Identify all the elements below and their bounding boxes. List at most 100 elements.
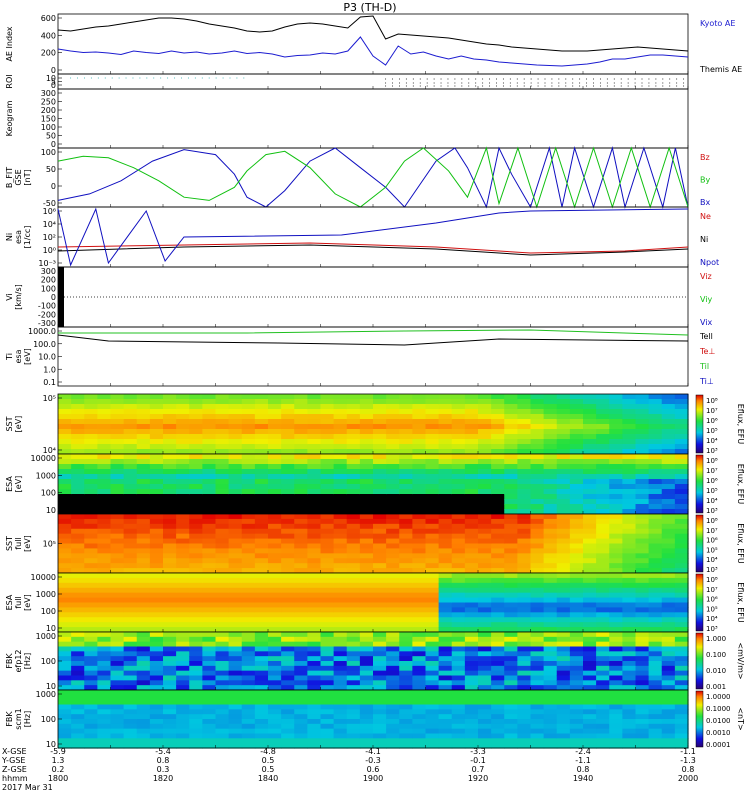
heatmap-cell bbox=[123, 454, 138, 460]
heatmap-cell bbox=[491, 617, 505, 623]
heatmap-cell bbox=[635, 607, 650, 613]
heatmap-cell bbox=[228, 538, 243, 545]
heatmap-cell bbox=[58, 592, 72, 599]
heatmap-cell bbox=[228, 587, 243, 594]
heatmap-cell bbox=[609, 553, 623, 559]
heatmap-cell bbox=[543, 612, 558, 618]
heatmap-cell bbox=[596, 469, 610, 475]
heatmap-cell bbox=[58, 719, 72, 725]
heatmap-cell bbox=[333, 592, 348, 599]
heatmap-cell bbox=[254, 474, 269, 480]
roi-dot bbox=[385, 82, 387, 84]
heatmap-cell bbox=[648, 690, 663, 696]
heatmap-cell bbox=[268, 548, 282, 554]
heatmap-cell bbox=[320, 670, 335, 677]
heatmap-cell bbox=[412, 404, 427, 410]
heatmap-cell bbox=[438, 538, 453, 545]
heatmap-cell bbox=[399, 439, 413, 445]
heatmap-cell bbox=[451, 733, 466, 739]
heatmap-cell bbox=[635, 733, 650, 739]
heatmap-cell bbox=[110, 484, 125, 490]
heatmap-cell bbox=[386, 558, 400, 564]
heatmap-cell bbox=[307, 434, 322, 440]
heatmap-cell bbox=[346, 474, 361, 480]
heatmap-cell bbox=[176, 528, 190, 535]
heatmap-cell bbox=[674, 419, 689, 425]
heatmap-cell bbox=[596, 723, 610, 730]
heatmap-cell bbox=[84, 558, 98, 564]
heatmap-cell bbox=[320, 632, 335, 638]
heatmap-cell bbox=[189, 733, 203, 739]
heatmap-cell bbox=[635, 444, 650, 450]
heatmap-cell bbox=[136, 499, 151, 505]
roi-dot bbox=[551, 85, 553, 87]
heatmap-cell bbox=[635, 714, 650, 720]
y-tick-label: 200 bbox=[41, 276, 56, 285]
heatmap-cell bbox=[97, 641, 112, 648]
heatmap-cell bbox=[622, 670, 637, 677]
heatmap-cell bbox=[110, 646, 125, 652]
heatmap-cell bbox=[661, 690, 676, 696]
heatmap-cell bbox=[491, 704, 505, 710]
heatmap-cell bbox=[333, 636, 348, 643]
heatmap-cell bbox=[596, 597, 610, 604]
heatmap-cell bbox=[661, 518, 676, 525]
heatmap-cell bbox=[97, 651, 112, 657]
heatmap-cell bbox=[268, 592, 282, 599]
heatmap-cell bbox=[674, 646, 689, 652]
heatmap-cell bbox=[71, 558, 85, 564]
heatmap-cell bbox=[320, 709, 335, 715]
heatmap-cell bbox=[215, 636, 230, 643]
heatmap-cell bbox=[530, 409, 545, 415]
heatmap-cell bbox=[163, 636, 177, 643]
heatmap-cell bbox=[451, 494, 466, 500]
heatmap-cell bbox=[241, 617, 256, 623]
heatmap-cell bbox=[464, 685, 479, 691]
colorbar-tick-label: 10⁵ bbox=[706, 546, 718, 554]
heatmap-cell bbox=[635, 563, 650, 569]
heatmap-cell bbox=[228, 479, 243, 485]
heatmap-cell bbox=[425, 419, 440, 425]
y-tick-label: 100 bbox=[41, 123, 56, 132]
heatmap-cell bbox=[149, 464, 164, 470]
heatmap-cell bbox=[386, 404, 400, 410]
heatmap-cell bbox=[583, 577, 597, 584]
heatmap-cell bbox=[635, 424, 650, 430]
heatmap-cell bbox=[583, 573, 597, 579]
heatmap-cell bbox=[136, 622, 151, 628]
heatmap-cell bbox=[438, 690, 453, 696]
heatmap-cell bbox=[163, 651, 177, 657]
heatmap-cell bbox=[622, 414, 637, 420]
heatmap-cell bbox=[464, 656, 479, 662]
heatmap-cell bbox=[189, 409, 203, 415]
heatmap-cell bbox=[386, 656, 400, 662]
heatmap-cell bbox=[320, 518, 335, 525]
heatmap-cell bbox=[451, 409, 466, 415]
heatmap-cell bbox=[622, 474, 637, 480]
legend-entry: Ti⊥ bbox=[699, 377, 714, 386]
heatmap-cell bbox=[491, 612, 505, 618]
roi-dot bbox=[523, 82, 525, 84]
heatmap-cell bbox=[228, 399, 243, 405]
heatmap-cell bbox=[596, 704, 610, 710]
roi-dot bbox=[551, 78, 553, 80]
heatmap-cell bbox=[110, 419, 125, 425]
heatmap-cell bbox=[399, 738, 413, 744]
heatmap-cell bbox=[373, 636, 387, 643]
heatmap-cell bbox=[228, 675, 243, 681]
heatmap-cell bbox=[176, 607, 190, 613]
heatmap-cell bbox=[451, 484, 466, 490]
heatmap-cell bbox=[58, 728, 72, 735]
heatmap-cell bbox=[202, 587, 217, 594]
heatmap-cell bbox=[110, 434, 125, 440]
heatmap-cell bbox=[609, 434, 623, 440]
heatmap-cell bbox=[543, 592, 558, 599]
roi-dot bbox=[482, 78, 484, 80]
heatmap-cell bbox=[609, 636, 623, 643]
heatmap-cell bbox=[674, 577, 689, 584]
heatmap-cell bbox=[543, 489, 558, 495]
heatmap-cell bbox=[110, 738, 125, 744]
heatmap-cell bbox=[399, 651, 413, 657]
